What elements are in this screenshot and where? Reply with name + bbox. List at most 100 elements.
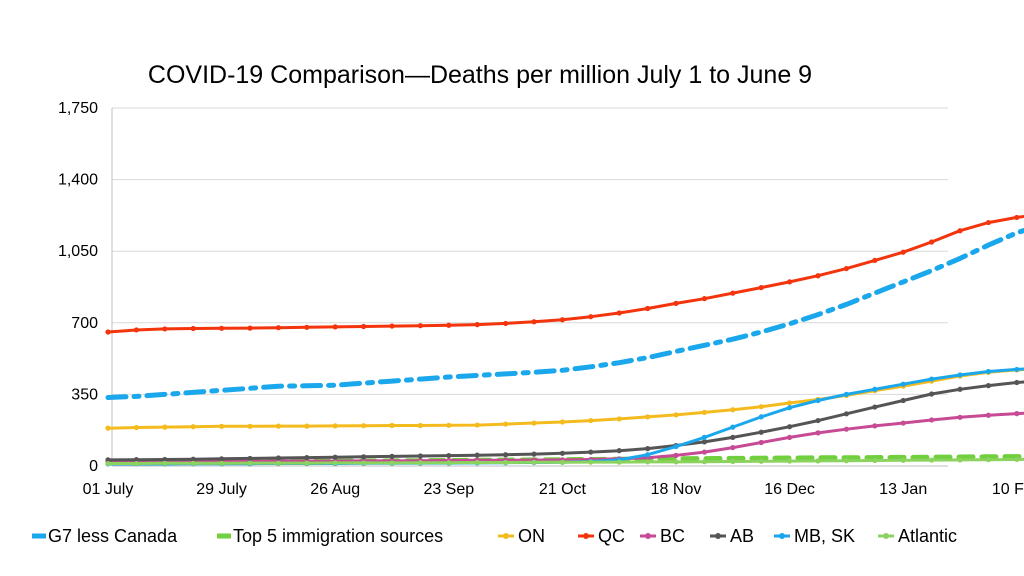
legend-marker <box>715 533 721 539</box>
data-point <box>417 453 423 459</box>
data-point <box>900 457 906 463</box>
data-point <box>446 460 452 466</box>
legend: G7 less Canada Top 5 immigration sources O… <box>32 526 957 546</box>
legend-marker <box>883 533 889 539</box>
data-point <box>787 434 793 440</box>
data-point <box>616 310 622 316</box>
x-tick-label: 16 Dec <box>764 481 815 498</box>
data-point <box>219 460 225 466</box>
data-point <box>673 412 679 418</box>
data-point <box>645 305 651 312</box>
data-point <box>673 452 679 458</box>
data-point <box>872 423 878 429</box>
data-point <box>417 323 423 329</box>
data-point <box>1014 411 1020 417</box>
data-point <box>531 420 537 426</box>
data-point <box>758 404 764 410</box>
data-point <box>219 325 225 331</box>
data-point <box>332 454 338 460</box>
data-point <box>503 459 509 466</box>
data-point <box>162 456 168 463</box>
data-point <box>275 455 281 461</box>
data-point <box>503 421 509 427</box>
data-point <box>503 452 509 458</box>
data-point <box>219 456 225 462</box>
legend-item: MB, SK <box>774 526 855 546</box>
data-point <box>929 457 935 463</box>
data-point <box>332 423 338 429</box>
legend-item: Atlantic <box>878 526 957 546</box>
data-point <box>815 417 821 424</box>
x-tick-label: 26 Aug <box>310 481 360 498</box>
data-point <box>957 457 963 463</box>
data-point <box>588 314 594 320</box>
series-qc <box>105 214 1024 335</box>
data-point <box>787 279 793 285</box>
data-point <box>588 417 594 424</box>
data-point <box>531 459 537 465</box>
legend-item: G7 less Canada <box>32 526 178 546</box>
x-tick-label: 10 Feb <box>992 481 1024 498</box>
data-point <box>815 458 821 464</box>
data-point <box>332 460 338 466</box>
data-point <box>275 423 281 429</box>
data-point <box>1014 214 1020 221</box>
data-point <box>815 430 821 436</box>
data-point <box>701 434 708 440</box>
data-point <box>417 460 423 466</box>
data-point <box>247 325 253 331</box>
data-point <box>701 296 708 302</box>
data-point <box>758 414 764 420</box>
data-point <box>446 322 452 328</box>
legend-label: G7 less Canada <box>48 526 178 546</box>
data-point <box>304 324 310 330</box>
data-point <box>645 452 651 458</box>
data-point <box>929 417 935 423</box>
data-point <box>929 239 935 245</box>
data-point <box>701 439 708 445</box>
data-point <box>900 420 906 426</box>
legend-item: Top 5 immigration sources <box>217 526 443 546</box>
data-point <box>730 458 736 465</box>
data-point <box>559 419 566 425</box>
data-point <box>190 325 196 332</box>
data-point <box>133 424 139 431</box>
data-point <box>985 368 992 375</box>
data-point <box>758 458 764 464</box>
data-point <box>389 323 395 329</box>
series-line <box>106 215 1024 334</box>
data-point <box>815 397 821 404</box>
data-point <box>1014 379 1020 386</box>
data-point <box>1014 366 1020 373</box>
data-point <box>900 397 906 404</box>
data-point <box>616 448 622 454</box>
data-point <box>843 391 850 397</box>
series-atlantic <box>105 456 1024 467</box>
data-point <box>701 409 708 416</box>
data-point <box>701 459 708 465</box>
data-point <box>730 407 736 413</box>
y-tick-label: 1,400 <box>58 172 98 189</box>
data-point <box>389 422 395 429</box>
legend-item: BC <box>640 526 685 546</box>
data-point <box>645 459 651 465</box>
data-point <box>758 285 764 291</box>
data-point <box>872 257 878 264</box>
data-point <box>219 423 225 429</box>
data-point <box>361 454 367 460</box>
data-point <box>1014 456 1020 463</box>
data-point <box>985 219 992 226</box>
data-point <box>162 424 168 430</box>
legend-label: MB, SK <box>794 526 855 546</box>
data-point <box>361 423 367 429</box>
x-tick-label: 18 Nov <box>651 481 702 498</box>
legend-item: ON <box>498 526 545 546</box>
data-point <box>417 422 423 429</box>
data-point <box>531 319 537 325</box>
data-point <box>474 452 480 458</box>
data-point <box>787 405 793 411</box>
data-point <box>616 459 622 465</box>
legend-item: QC <box>578 526 625 546</box>
data-point <box>872 457 878 464</box>
data-point <box>559 450 566 456</box>
